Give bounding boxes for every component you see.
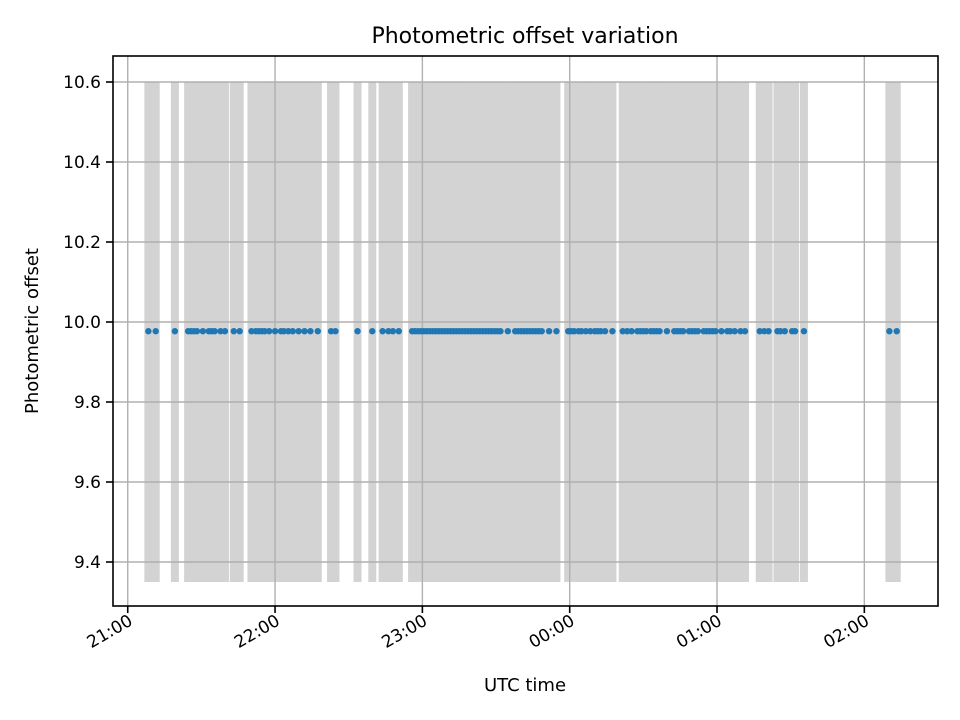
data-point (217, 328, 224, 335)
data-point (271, 328, 279, 335)
y-axis-ticks: 9.4 9.6 9.8 10.0 10.2 10.4 10.6 (63, 73, 113, 573)
data-point (727, 328, 734, 335)
data-point (760, 328, 768, 335)
data-point (280, 328, 288, 335)
x-tick-label: 22:00 (231, 611, 283, 653)
y-tick-label: 10.4 (63, 153, 101, 173)
x-tick-label: 23:00 (378, 611, 430, 653)
data-point (152, 328, 159, 335)
data-point (497, 328, 504, 335)
data-point (301, 328, 308, 335)
data-point (886, 328, 893, 335)
data-point (628, 328, 635, 335)
data-point (643, 328, 650, 335)
data-point (171, 328, 179, 335)
data-point (354, 328, 361, 335)
data-point (236, 328, 243, 335)
data-point (504, 328, 512, 335)
data-point (285, 328, 292, 335)
data-point (389, 328, 397, 335)
data-point (289, 328, 296, 335)
data-point (582, 328, 590, 335)
data-point (545, 328, 553, 335)
data-point (307, 328, 314, 335)
y-axis-label: Photometric offset (22, 248, 43, 414)
x-tick-label: 21:00 (84, 611, 136, 653)
data-point (265, 328, 273, 335)
data-point (578, 328, 585, 335)
data-point (601, 328, 609, 335)
x-axis-ticks: 21:00 22:00 23:00 00:00 01:00 02:00 (84, 606, 873, 653)
data-point (656, 328, 663, 335)
y-tick-label: 9.8 (74, 393, 101, 413)
data-point (248, 328, 255, 335)
data-point (893, 328, 900, 335)
data-point (619, 328, 626, 335)
y-tick-label: 10.6 (63, 73, 101, 93)
data-point (741, 328, 749, 335)
data-point (737, 328, 744, 335)
data-point (193, 328, 201, 335)
data-point (800, 328, 808, 335)
data-point (199, 328, 207, 335)
data-point (623, 328, 631, 335)
data-point (221, 328, 229, 335)
data-point (694, 328, 702, 335)
data-point (295, 328, 302, 335)
y-tick-label: 9.4 (74, 553, 101, 573)
data-point (230, 328, 237, 335)
y-tick-label: 10.2 (63, 233, 101, 253)
data-point (211, 328, 218, 335)
data-point (395, 328, 402, 335)
data-point (332, 328, 339, 335)
y-tick-label: 10.0 (63, 313, 101, 333)
data-point (314, 328, 321, 335)
data-point (731, 328, 738, 335)
data-point (261, 328, 268, 335)
x-axis-label: UTC time (484, 675, 566, 696)
data-point (791, 328, 799, 335)
data-point (777, 328, 784, 335)
chart-title: Photometric offset variation (371, 24, 678, 49)
data-point (597, 328, 604, 335)
data-point (587, 328, 594, 335)
plot-frame (112, 55, 939, 607)
x-tick-label: 02:00 (820, 611, 872, 653)
x-tick-label: 00:00 (526, 611, 578, 653)
data-point (765, 328, 772, 335)
data-point (781, 328, 788, 335)
data-point (538, 328, 545, 335)
data-point (385, 328, 392, 335)
data-point (609, 328, 616, 335)
data-point (327, 328, 335, 335)
data-point (712, 328, 719, 335)
data-point (756, 328, 763, 335)
data-point (369, 328, 376, 335)
data-point (553, 328, 560, 335)
data-point (570, 328, 578, 335)
data-point (679, 328, 687, 335)
data-point (663, 328, 671, 335)
data-points (145, 328, 900, 335)
data-point (145, 328, 152, 335)
y-tick-label: 9.6 (74, 473, 101, 493)
data-point (379, 328, 386, 335)
x-tick-label: 01:00 (673, 611, 725, 653)
data-point (718, 328, 725, 335)
